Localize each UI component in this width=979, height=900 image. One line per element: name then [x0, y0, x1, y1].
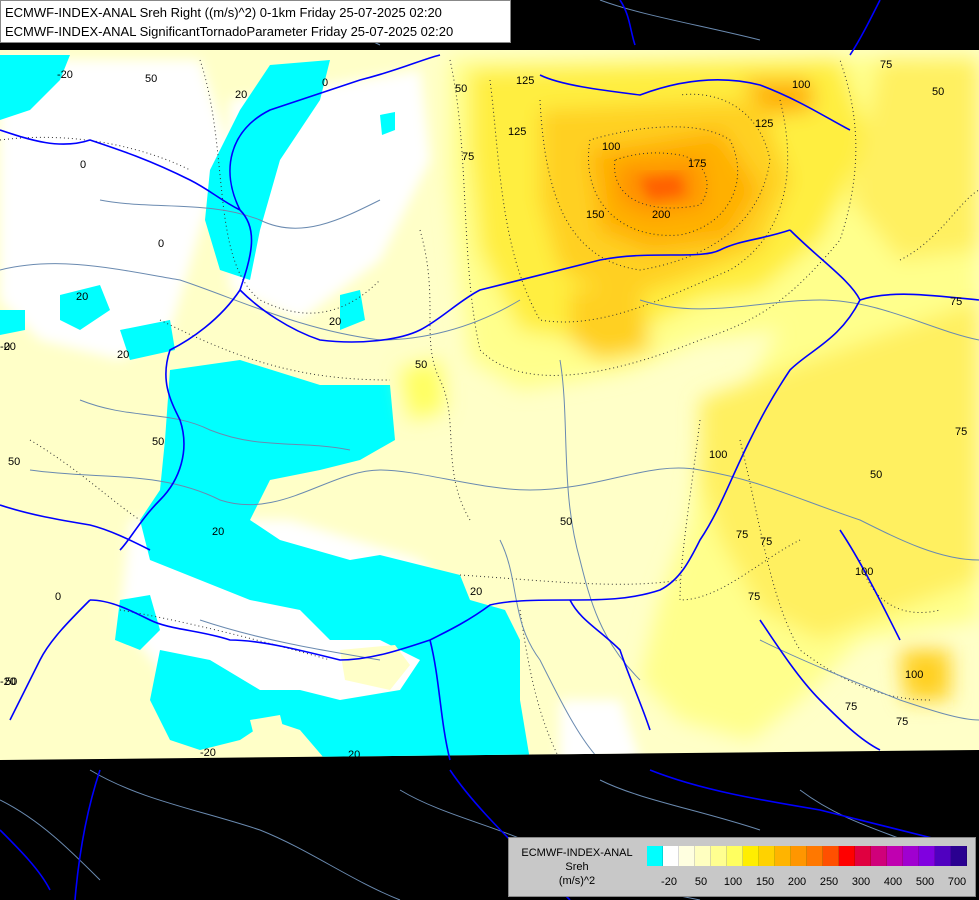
legend-swatch — [903, 846, 919, 866]
legend-swatch — [951, 846, 967, 866]
contour-label: 50 — [415, 359, 427, 371]
rivers — [0, 199, 979, 760]
legend-swatch — [919, 846, 935, 866]
legend-swatch — [647, 846, 663, 866]
legend-swatch — [759, 846, 775, 866]
contour-label: 0 — [158, 238, 164, 250]
contour-label: 200 — [652, 209, 670, 221]
legend-swatch — [743, 846, 759, 866]
contour-label: 0 — [4, 341, 10, 353]
contour-label: 75 — [736, 529, 748, 541]
contour-label: 100 — [855, 566, 873, 578]
legend-tick-label: 700 — [947, 876, 967, 888]
contour-label: 75 — [845, 701, 857, 713]
contour-label: 20 — [76, 291, 88, 303]
contour-label: 0 — [80, 159, 86, 171]
legend-title-model: ECMWF-INDEX-ANAL — [521, 847, 633, 859]
contour-label: 75 — [462, 151, 474, 163]
contour-label: -20 — [0, 676, 16, 688]
contour-label: -20 — [57, 69, 73, 81]
title-line-stp: ECMWF-INDEX-ANAL SignificantTornadoParam… — [5, 24, 454, 39]
contour-label: 50 — [932, 86, 944, 98]
contour-label: 75 — [880, 59, 892, 71]
color-legend: ECMWF-INDEX-ANAL Sreh (m/s)^2 -20 50 100 15… — [508, 837, 976, 897]
contour-label: 75 — [748, 591, 760, 603]
contour-label: 20 — [348, 749, 360, 761]
contour-label: 125 — [755, 118, 773, 130]
contour-label: -20 — [200, 747, 216, 759]
contour-label: -20 — [0, 341, 16, 353]
contour-label: 20 — [235, 89, 247, 101]
contour-labels: -20 50 0 20 0 50 75 125 100 75 50 125 10… — [0, 59, 967, 761]
contour-label: 50 — [560, 516, 572, 528]
map-title-box: ECMWF-INDEX-ANAL Sreh Right ((m/s)^2) 0-… — [0, 0, 511, 43]
legend-swatch — [871, 846, 887, 866]
legend-swatches — [647, 846, 967, 866]
contour-label: 75 — [950, 296, 962, 308]
contour-label: 0 — [322, 77, 328, 89]
legend-swatch — [935, 846, 951, 866]
legend-title: ECMWF-INDEX-ANAL Sreh (m/s)^2 — [511, 846, 643, 888]
contour-label: 20 — [470, 586, 482, 598]
legend-swatch — [711, 846, 727, 866]
contour-label: 20 — [212, 526, 224, 538]
legend-swatch — [775, 846, 791, 866]
contour-label: 100 — [602, 141, 620, 153]
contour-label: 20 — [117, 349, 129, 361]
contour-label: 50 — [152, 436, 164, 448]
contour-label: 100 — [792, 79, 810, 91]
contour-label: 100 — [709, 449, 727, 461]
contour-label: 75 — [760, 536, 772, 548]
legend-tick-label: 500 — [915, 876, 935, 888]
legend-swatch — [839, 846, 855, 866]
contour-label: 75 — [896, 716, 908, 728]
contour-label: 20 — [329, 316, 341, 328]
legend-swatch — [855, 846, 871, 866]
legend-title-unit: (m/s)^2 — [558, 875, 596, 887]
legend-tick-label: 300 — [851, 876, 871, 888]
contour-label: 50 — [8, 456, 20, 468]
contour-label: 75 — [955, 426, 967, 438]
legend-swatch — [887, 846, 903, 866]
legend-tick-label: 250 — [819, 876, 839, 888]
contour-label: 50 — [5, 676, 17, 688]
contour-label: 0 — [55, 591, 61, 603]
contour-label: 150 — [586, 209, 604, 221]
legend-swatch — [823, 846, 839, 866]
legend-tick-label: 50 — [694, 876, 708, 888]
contour-label: 50 — [870, 469, 882, 481]
legend-tick-label: 100 — [723, 876, 743, 888]
legend-swatch — [679, 846, 695, 866]
legend-swatch — [807, 846, 823, 866]
legend-ticks: -20 50 100 150 200 250 300 400 500 700 — [647, 876, 977, 890]
legend-tick-label: 150 — [755, 876, 775, 888]
legend-swatch — [695, 846, 711, 866]
contour-lines — [0, 59, 979, 760]
legend-title-variable: Sreh — [565, 861, 589, 873]
title-line-sreh: ECMWF-INDEX-ANAL Sreh Right ((m/s)^2) 0-… — [5, 5, 442, 20]
contour-label: 50 — [145, 73, 157, 85]
contour-label: 50 — [455, 83, 467, 95]
contour-label: 175 — [688, 158, 706, 170]
legend-tick-label: -20 — [661, 876, 677, 888]
legend-swatch — [663, 846, 679, 866]
legend-tick-label: 400 — [883, 876, 903, 888]
contour-label: 100 — [905, 669, 923, 681]
field-layer — [0, 50, 979, 760]
contour-label: 125 — [516, 75, 534, 87]
legend-tick-label: 200 — [787, 876, 807, 888]
legend-swatch — [791, 846, 807, 866]
contour-label: 125 — [508, 126, 526, 138]
legend-swatch — [727, 846, 743, 866]
